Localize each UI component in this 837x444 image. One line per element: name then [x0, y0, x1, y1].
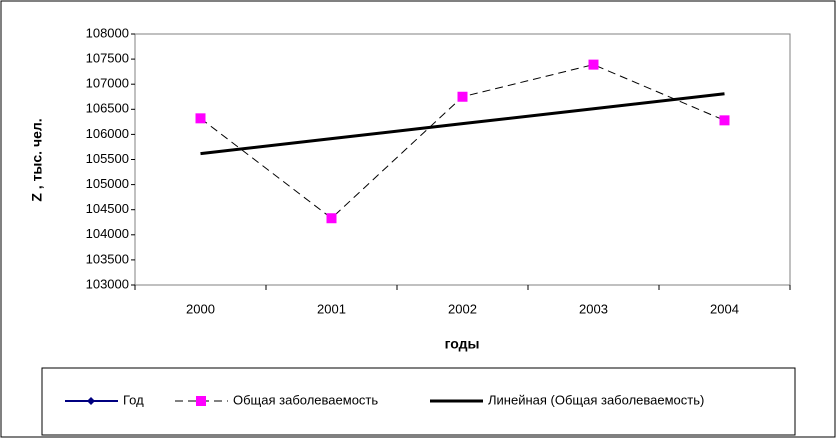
y-tick-label: 106000: [86, 126, 129, 141]
y-axis-label: Z , тыс. чел.: [29, 118, 45, 201]
legend-marker: [196, 396, 206, 406]
legend-marker: [87, 397, 95, 405]
legend-label: Общая заболеваемость: [233, 392, 378, 407]
x-tick-label: 2001: [317, 301, 346, 316]
x-tick-label: 2000: [186, 301, 215, 316]
legend-box: [41, 367, 796, 436]
x-tick-label: 2002: [448, 301, 477, 316]
y-tick-label: 104000: [86, 226, 129, 241]
y-tick-label: 105000: [86, 176, 129, 191]
y-tick-label: 107500: [86, 51, 129, 66]
x-axis-label: годы: [445, 336, 480, 352]
y-tick-label: 105500: [86, 151, 129, 166]
y-tick-label: 106500: [86, 101, 129, 116]
y-tick-label: 103000: [86, 276, 129, 291]
data-point: [457, 91, 468, 102]
plot-area: [134, 33, 791, 286]
legend-label: Линейная (Общая заболеваемость): [488, 392, 704, 407]
legend-label: Год: [123, 392, 144, 407]
data-point: [195, 113, 206, 124]
x-tick-label: 2004: [710, 301, 739, 316]
data-point: [719, 115, 730, 126]
y-tick-label: 107000: [86, 76, 129, 91]
data-point: [326, 213, 337, 224]
y-tick-label: 108000: [86, 25, 129, 40]
y-tick-label: 103500: [86, 251, 129, 266]
y-tick-label: 104500: [86, 201, 129, 216]
data-point: [588, 59, 599, 70]
series-line: [200, 92, 725, 156]
x-tick-label: 2003: [579, 301, 608, 316]
